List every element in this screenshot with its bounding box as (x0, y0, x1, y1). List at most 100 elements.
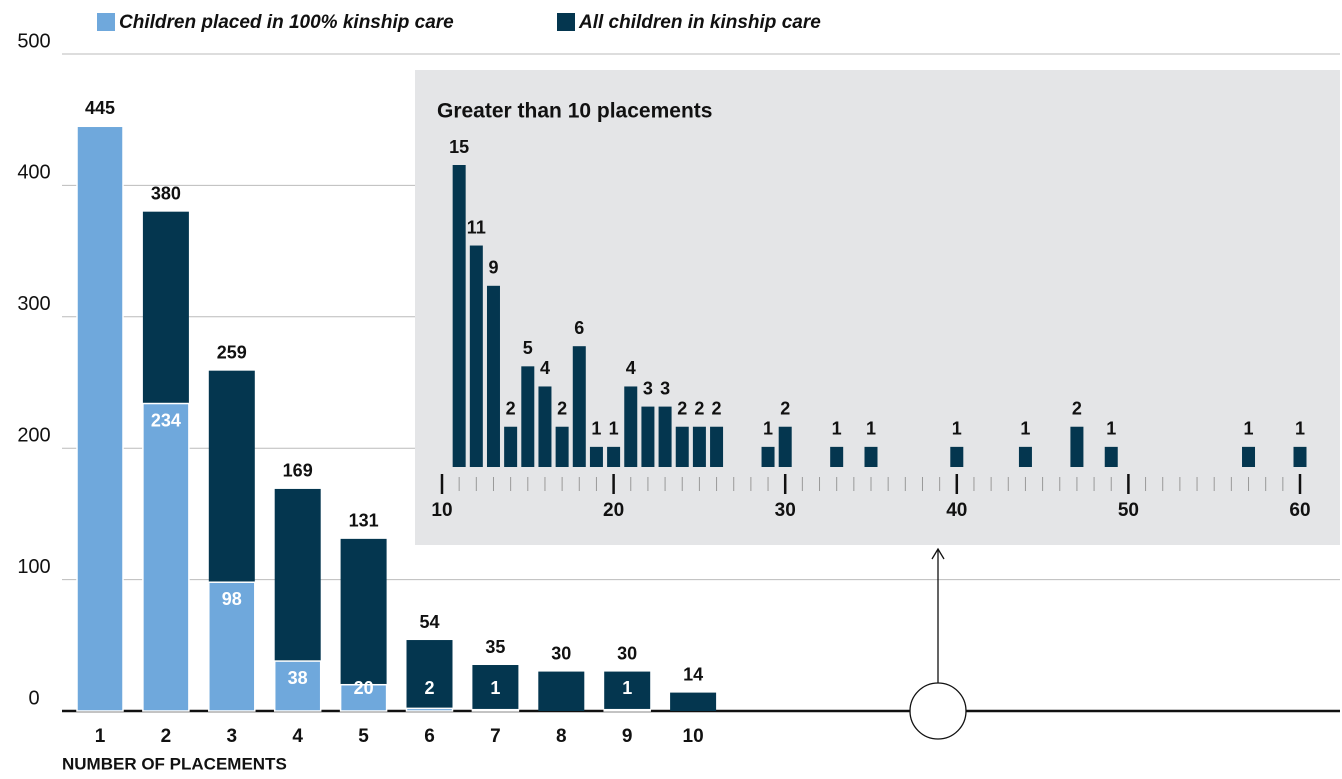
bar (641, 406, 655, 467)
data-label: 1 (1244, 419, 1254, 439)
data-label: 38 (288, 668, 308, 688)
y-tick-label: 300 (17, 293, 50, 315)
bar (471, 708, 520, 712)
y-tick-label: 400 (17, 162, 50, 184)
data-label: 30 (617, 643, 637, 663)
bar (76, 125, 124, 712)
data-label: 2 (557, 398, 567, 418)
bar (572, 346, 586, 467)
bar (452, 165, 466, 467)
x-tick-label: 7 (490, 726, 501, 747)
x-tick-label: 4 (292, 726, 303, 747)
bar (778, 426, 792, 467)
bar (950, 446, 964, 467)
bar (472, 665, 519, 711)
x-tick-label: 6 (424, 726, 435, 747)
y-tick-label: 500 (17, 30, 50, 52)
bar (486, 285, 500, 467)
data-label: 131 (349, 511, 379, 531)
data-label: 2 (677, 398, 687, 418)
x-tick-label: 10 (683, 726, 704, 747)
bar (607, 446, 621, 467)
data-label: 9 (488, 258, 498, 278)
data-label: 2 (712, 398, 722, 418)
data-label: 54 (419, 612, 439, 632)
data-label: 259 (217, 342, 247, 362)
bar (624, 386, 638, 467)
data-label: 4 (540, 358, 550, 378)
data-label: 169 (283, 461, 313, 481)
bar (405, 707, 454, 712)
data-label: 35 (485, 637, 505, 657)
data-label: 1 (591, 419, 601, 439)
data-label: 1 (763, 419, 773, 439)
data-label: 30 (551, 643, 571, 663)
x-tick-label: 3 (227, 726, 238, 747)
data-label: 15 (449, 137, 469, 157)
data-label: 2 (424, 678, 434, 698)
y-tick-label: 0 (28, 687, 39, 709)
bar (710, 426, 724, 467)
data-label: 98 (222, 589, 242, 609)
bar (675, 426, 689, 467)
x-tick-label: 60 (1289, 500, 1310, 521)
x-tick-label: 8 (556, 726, 567, 747)
data-label: 2 (694, 398, 704, 418)
bar (340, 538, 387, 711)
x-tick-label: 10 (431, 500, 452, 521)
data-label: 1 (832, 419, 842, 439)
data-label: 5 (523, 338, 533, 358)
bar (555, 426, 569, 467)
data-label: 1 (1020, 419, 1030, 439)
data-label: 14 (683, 664, 703, 684)
bar (1293, 446, 1307, 467)
data-label: 20 (354, 678, 374, 698)
inset-panel (415, 70, 1340, 545)
bar (658, 406, 672, 467)
data-label: 3 (643, 378, 653, 398)
x-tick-label: 40 (946, 500, 967, 521)
x-tick-label: 9 (622, 726, 633, 747)
bar (142, 402, 190, 712)
data-label: 11 (467, 217, 486, 237)
bar (273, 660, 322, 712)
data-label: 380 (151, 183, 181, 203)
data-label: 2 (506, 398, 516, 418)
bar (538, 671, 585, 711)
inset-title: Greater than 10 placements (437, 100, 712, 123)
data-label: 2 (780, 398, 790, 418)
data-label: 1 (1295, 419, 1305, 439)
y-tick-label: 200 (17, 424, 50, 446)
bar (406, 640, 453, 711)
data-label: 4 (626, 358, 636, 378)
bar (208, 581, 256, 712)
bar (670, 692, 717, 711)
data-label: 1 (1106, 419, 1116, 439)
legend-swatch (557, 13, 575, 31)
bar (538, 386, 552, 467)
callout-arrowhead (931, 547, 945, 560)
bar (1104, 446, 1118, 467)
x-tick-label: 50 (1118, 500, 1139, 521)
bar (692, 426, 706, 467)
bar (604, 671, 651, 711)
data-label: 2 (1072, 398, 1082, 418)
bar (1018, 446, 1032, 467)
bar (830, 446, 844, 467)
data-label: 445 (85, 98, 115, 118)
bar (761, 446, 775, 467)
legend-label: All children in kinship care (578, 12, 821, 33)
data-label: 6 (574, 318, 584, 338)
data-label: 234 (151, 410, 181, 430)
data-label: 1 (622, 678, 632, 698)
x-tick-label: 2 (161, 726, 172, 747)
data-label: 1 (490, 678, 500, 698)
x-tick-label: 5 (358, 726, 369, 747)
x-tick-label: 1 (95, 726, 106, 747)
x-tick-label: 30 (775, 500, 796, 521)
data-label: 3 (660, 378, 670, 398)
bar (469, 245, 483, 467)
bar (864, 446, 878, 467)
bar (521, 366, 535, 467)
